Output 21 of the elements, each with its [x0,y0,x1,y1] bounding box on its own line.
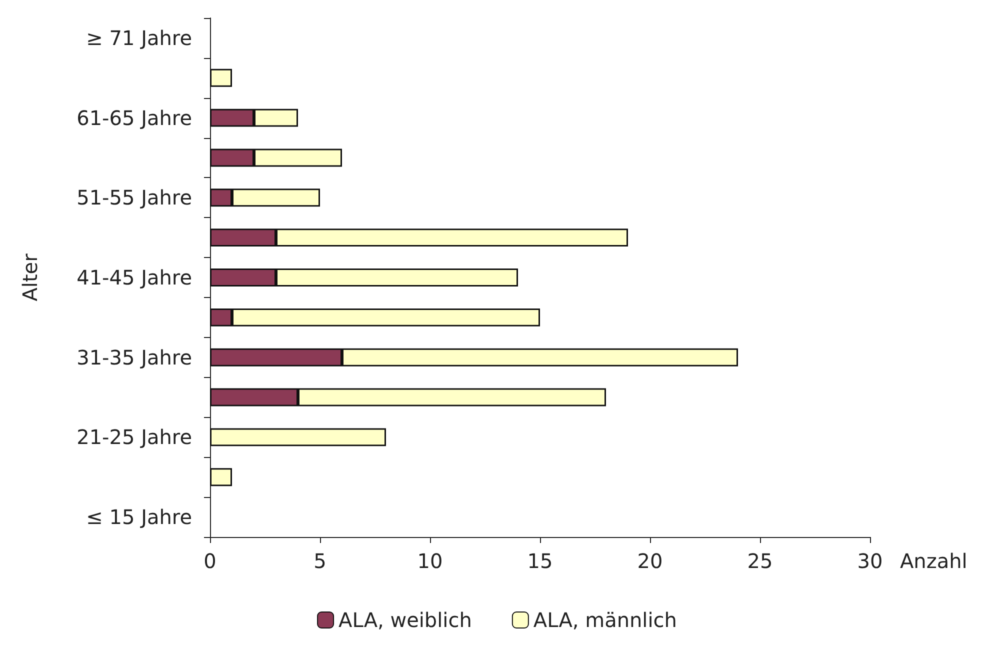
y-axis-title: Alter [18,252,42,302]
x-tick-label: 5 [314,549,326,573]
y-tick-label: 21-25 Jahre [76,425,192,450]
y-tick-label: 41-45 Jahre [76,266,192,290]
legend-label: ALA, weiblich [338,608,472,632]
x-tick-label: 0 [204,549,216,573]
x-tick-label: 25 [747,549,773,573]
y-tick-label: ≤ 15 Jahre [86,505,192,530]
y-tick-label: 51-55 Jahre [76,186,192,210]
y-tick-label: 31-35 Jahre [76,345,192,370]
y-tick-label: ≥ 71 Jahre [86,26,192,50]
x-tick-label: 10 [417,549,443,573]
bar [210,468,232,486]
x-tick-label: 30 [857,549,883,573]
legend-label: ALA, männlich [533,608,677,632]
y-tick-label: 61-65 Jahre [76,106,192,130]
bar [210,68,232,87]
bar [210,428,386,446]
x-tick-label: 15 [527,549,553,573]
x-axis-title: Anzahl [900,549,968,573]
x-tick-label: 20 [637,549,663,573]
